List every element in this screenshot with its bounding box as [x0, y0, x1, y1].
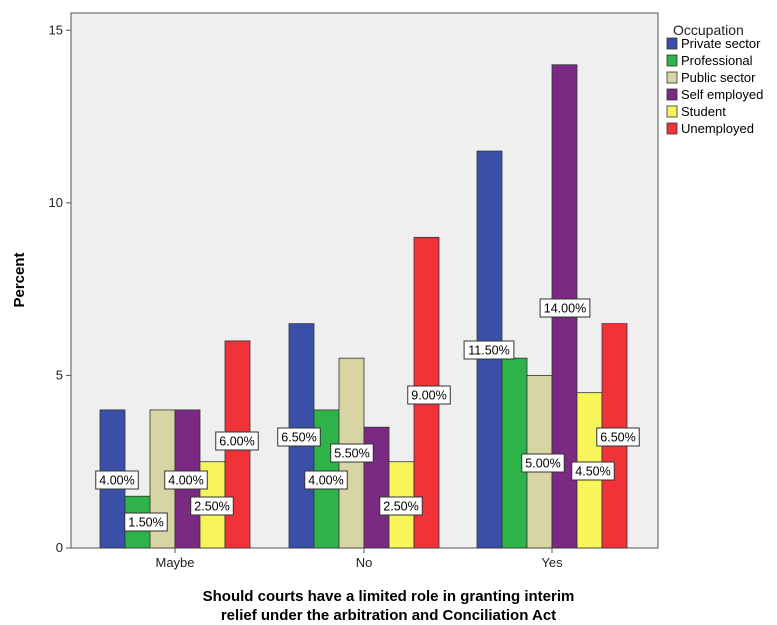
data-label-box [407, 385, 451, 405]
y-tick-label: 5 [56, 367, 63, 382]
data-label: 9.00% [411, 389, 446, 403]
legend-item-label: Professional [681, 53, 753, 68]
legend-item-label: Self employed [681, 87, 763, 102]
data-label-box [379, 496, 423, 516]
data-label: 4.00% [308, 474, 343, 488]
data-label-box [521, 453, 565, 473]
legend-swatch [666, 71, 678, 84]
data-label-box [164, 470, 208, 490]
y-tick-label: 15 [49, 22, 63, 37]
x-tick-label: No [356, 555, 373, 570]
data-label-box [463, 340, 515, 360]
legend-title: Occupation [673, 22, 744, 38]
data-label: 4.00% [99, 474, 134, 488]
data-label: 4.50% [575, 465, 610, 479]
data-label: 1.50% [128, 516, 163, 530]
data-label: 5.00% [525, 457, 560, 471]
x-axis-label: Should courts have a limited role in gra… [0, 587, 777, 625]
legend-item-label: Private sector [681, 36, 761, 51]
legend-swatch [666, 88, 678, 101]
legend-swatch [666, 105, 678, 118]
legend-swatch [666, 54, 678, 67]
legend-swatch [666, 37, 678, 50]
axis-ticks-group: 0 5 10 15 Maybe No Yes [49, 22, 564, 570]
y-tick-label: 0 [56, 540, 63, 555]
x-axis-label-line-2: relief under the arbitration and Concili… [220, 607, 557, 624]
legend-item-label: Student [681, 104, 726, 119]
data-label-box [539, 298, 591, 318]
bar [501, 357, 528, 549]
data-label: 14.00% [544, 302, 586, 316]
y-tick-label: 10 [49, 195, 63, 210]
data-label-box [95, 470, 139, 490]
data-label: 6.50% [281, 431, 316, 445]
data-label: 6.00% [219, 435, 254, 449]
data-label: 11.50% [468, 344, 509, 358]
legend-item-label: Public sector [681, 70, 756, 85]
data-label-box [277, 427, 321, 447]
legend-item-label: Unemployed [681, 121, 754, 136]
data-label-box [571, 461, 615, 481]
data-label: 5.50% [334, 447, 369, 461]
data-label: 2.50% [194, 500, 229, 514]
data-label: 2.50% [383, 500, 418, 514]
y-axis-label: Percent [11, 252, 28, 307]
legend-swatch [666, 122, 678, 135]
x-tick-label: Maybe [155, 555, 194, 570]
data-label-box [330, 443, 374, 463]
data-label-box [124, 512, 168, 532]
data-label-box [190, 496, 234, 516]
x-axis-label-line-1: Should courts have a limited role in gra… [202, 588, 575, 605]
data-label: 6.50% [600, 431, 635, 445]
data-label-box [304, 470, 348, 490]
data-label-box [596, 427, 640, 447]
x-tick-label: Yes [541, 555, 563, 570]
data-label: 4.00% [168, 474, 203, 488]
legend: Private sector Professional Public sector S… [666, 36, 763, 136]
data-label-box [215, 431, 259, 451]
data-labels-group: 4.00% 6.50% 11.50% 1.50% 4.00% 5.50% 5.00% 4.00… [95, 298, 640, 532]
